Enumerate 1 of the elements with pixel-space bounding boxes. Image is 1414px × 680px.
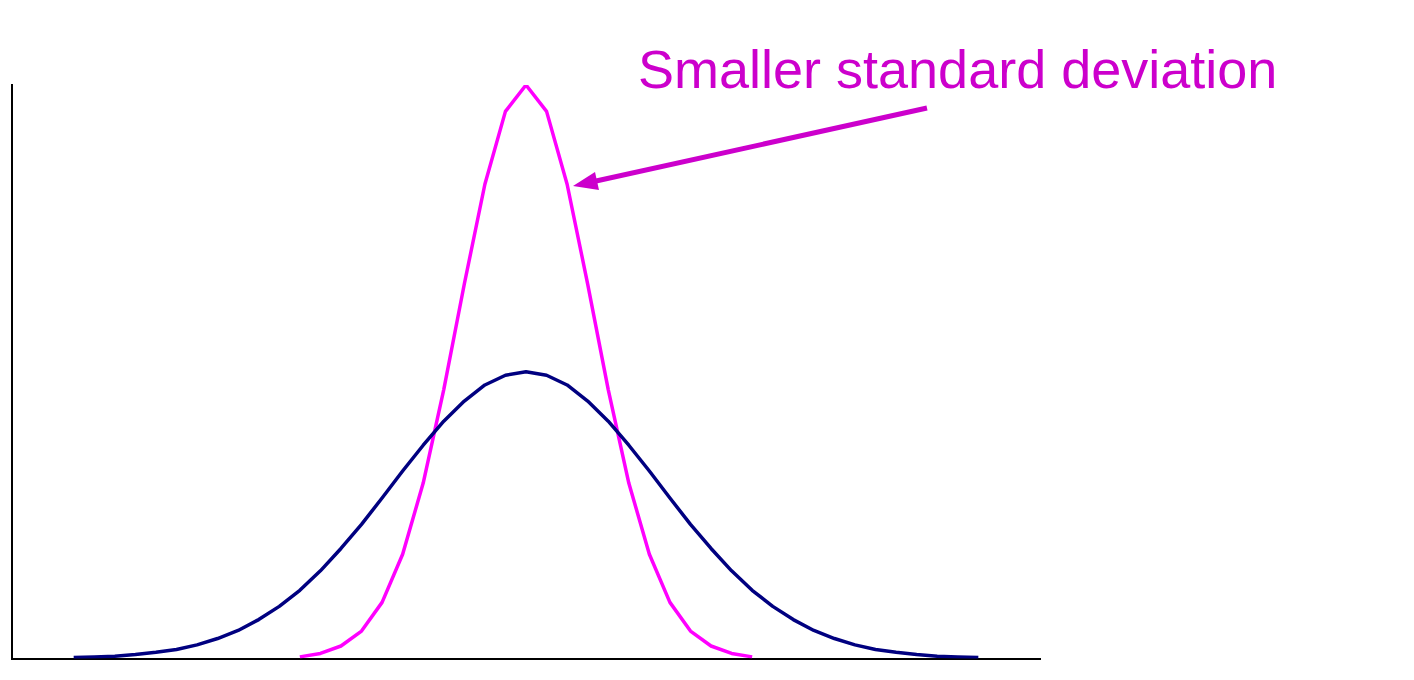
annotation: Smaller standard deviation bbox=[638, 38, 1278, 100]
